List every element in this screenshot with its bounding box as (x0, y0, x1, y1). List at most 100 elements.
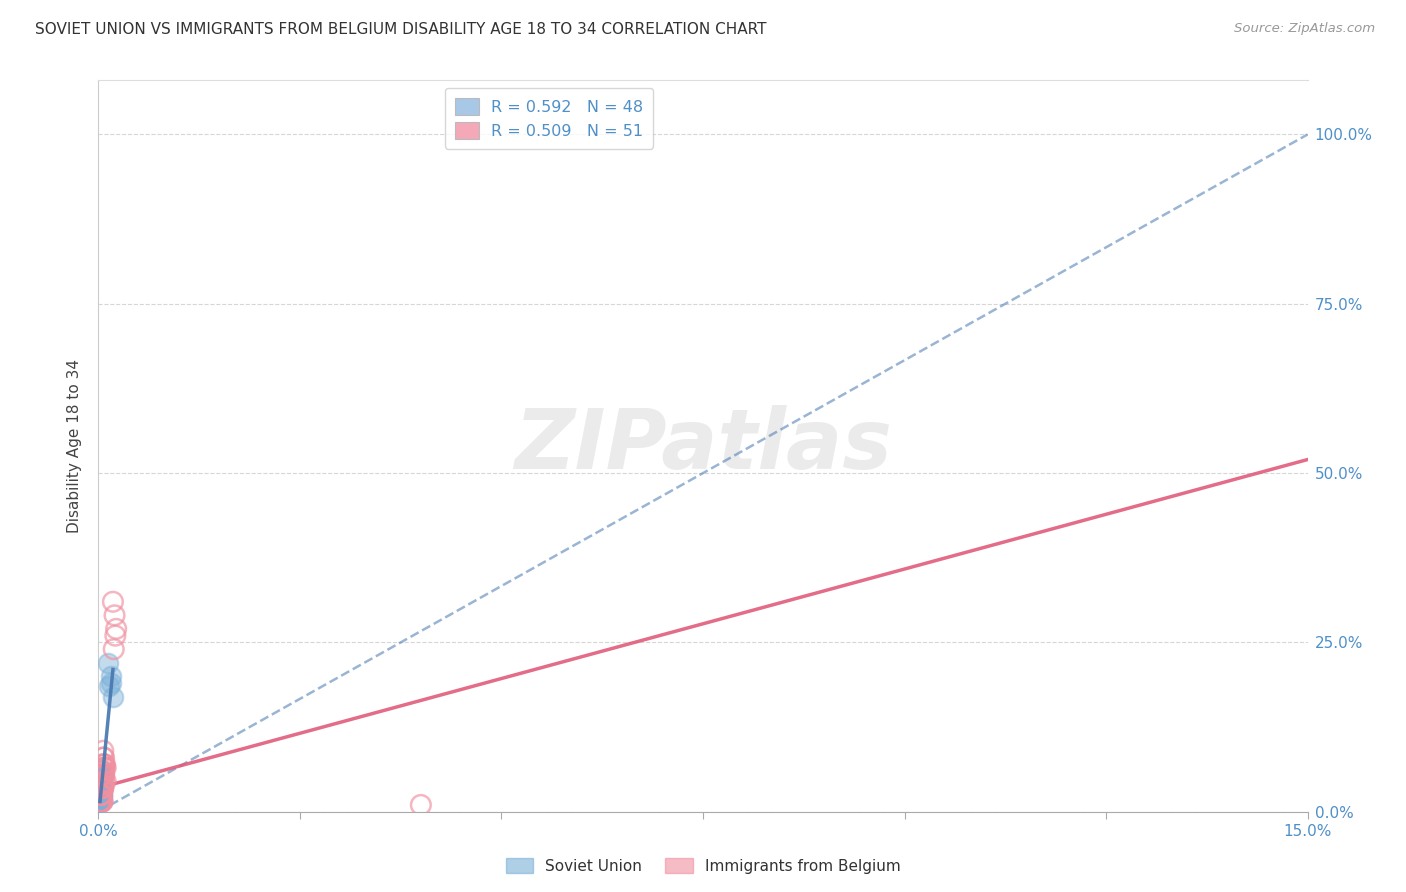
Point (90, 778, 112, 792)
Point (90, 788, 112, 802)
Point (90, 780, 112, 795)
Point (90, 788, 112, 802)
Point (90, 780, 112, 795)
Legend: Soviet Union, Immigrants from Belgium: Soviet Union, Immigrants from Belgium (499, 852, 907, 880)
Point (90, 780, 112, 795)
Point (94, 761, 117, 775)
Point (91, 767, 114, 781)
Point (93, 750, 115, 764)
Point (90, 778, 112, 792)
Point (97, 680, 120, 694)
Point (89, 791, 111, 805)
Point (91, 767, 114, 781)
Point (90, 784, 112, 798)
Point (90, 780, 112, 795)
Point (104, 629, 127, 643)
Point (90, 780, 112, 795)
Point (91, 771, 114, 785)
Point (89, 791, 111, 805)
Point (97, 656, 120, 670)
Point (91, 744, 114, 758)
Y-axis label: Disability Age 18 to 34: Disability Age 18 to 34 (67, 359, 83, 533)
Point (91, 795, 114, 809)
Point (90, 795, 112, 809)
Point (91, 767, 114, 781)
Point (89, 795, 111, 809)
Point (89, 784, 111, 798)
Text: Source: ZipAtlas.com: Source: ZipAtlas.com (1234, 22, 1375, 36)
Point (90, 771, 112, 785)
Point (94, 774, 117, 789)
Point (94, 761, 117, 775)
Legend: R = 0.592   N = 48, R = 0.509   N = 51: R = 0.592 N = 48, R = 0.509 N = 51 (444, 88, 652, 149)
Point (90, 795, 112, 809)
Point (90, 778, 112, 792)
Point (90, 784, 112, 798)
Point (90, 795, 112, 809)
Point (90, 795, 112, 809)
Point (90, 784, 112, 798)
Point (90, 774, 112, 789)
Point (90, 795, 112, 809)
Point (89, 795, 111, 809)
Text: SOVIET UNION VS IMMIGRANTS FROM BELGIUM DISABILITY AGE 18 TO 34 CORRELATION CHAR: SOVIET UNION VS IMMIGRANTS FROM BELGIUM … (35, 22, 766, 37)
Point (90, 778, 112, 792)
Point (90, 788, 112, 802)
Point (89, 795, 111, 809)
Point (90, 795, 112, 809)
Point (91, 774, 114, 789)
Point (91, 780, 114, 795)
Point (89, 791, 111, 805)
Point (105, 622, 128, 636)
Point (91, 780, 114, 795)
Point (90, 795, 112, 809)
Point (91, 757, 114, 772)
Point (101, 595, 124, 609)
Point (90, 788, 112, 802)
Point (93, 774, 115, 789)
Point (90, 780, 112, 795)
Point (90, 788, 112, 802)
Point (101, 690, 124, 704)
Point (103, 642, 125, 657)
Point (90, 788, 112, 802)
Text: ZIPatlas: ZIPatlas (515, 406, 891, 486)
Point (90, 791, 112, 805)
Point (90, 788, 112, 802)
Point (91, 771, 114, 785)
Point (90, 788, 112, 802)
Point (93, 767, 115, 781)
Point (93, 767, 115, 781)
Point (89, 791, 111, 805)
Point (91, 771, 114, 785)
Point (91, 771, 114, 785)
Point (89, 791, 111, 805)
Point (90, 784, 112, 798)
Point (90, 788, 112, 802)
Point (100, 676, 122, 690)
Point (91, 764, 114, 778)
Point (90, 784, 112, 798)
Point (91, 795, 114, 809)
Point (90, 788, 112, 802)
Point (90, 788, 112, 802)
Point (91, 778, 114, 792)
Point (103, 608, 125, 623)
Point (90, 778, 112, 792)
Point (94, 757, 117, 772)
Point (90, 778, 112, 792)
Point (90, 788, 112, 802)
Point (91, 780, 114, 795)
Point (90, 767, 112, 781)
Point (90, 780, 112, 795)
Point (89, 788, 111, 802)
Point (409, 797, 432, 812)
Point (91, 778, 114, 792)
Point (91, 764, 114, 778)
Point (90, 784, 112, 798)
Point (90, 788, 112, 802)
Point (91, 750, 114, 764)
Point (100, 669, 122, 683)
Point (93, 757, 115, 772)
Point (89, 791, 111, 805)
